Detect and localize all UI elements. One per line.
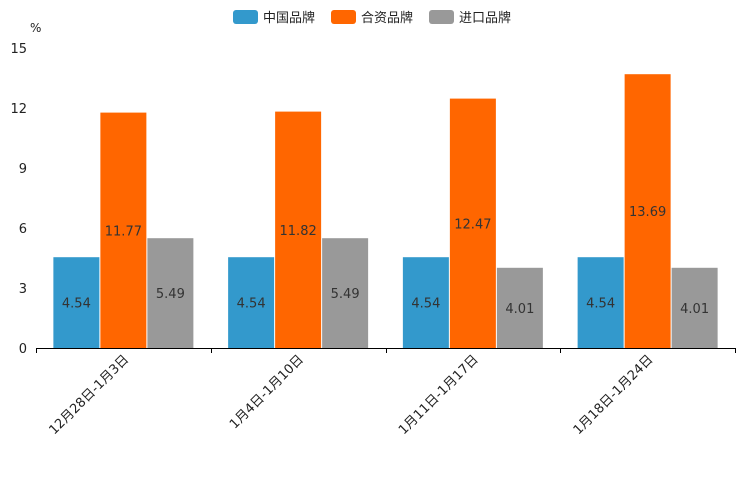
- chart-legend: 中国品牌 合资品牌 进口品牌: [0, 7, 744, 26]
- bar-series0-cat2: [402, 257, 449, 348]
- y-tick-label-2: 6: [19, 222, 27, 237]
- data-label-series1-cat2: 12.47: [454, 217, 491, 232]
- y-tick-label-3: 9: [19, 162, 27, 177]
- data-label-series1-cat3: 13.69: [629, 205, 666, 220]
- bar-series0-cat3: [577, 257, 624, 348]
- x-tick-label-2: 1月11日-1月17日: [396, 352, 482, 438]
- legend-label-imported-brand: 进口品牌: [459, 11, 512, 26]
- data-label-series2-cat2: 4.01: [505, 302, 534, 317]
- legend-swatch-china-brand: [232, 9, 258, 24]
- bar-series1-cat1: [275, 111, 322, 348]
- bar-series1-cat3: [624, 74, 671, 348]
- bar-series2-cat1: [322, 238, 369, 348]
- x-tick-label-0: 12月28日-1月3日: [46, 352, 132, 438]
- y-axis-unit: %: [30, 21, 42, 35]
- data-label-series2-cat3: 4.01: [680, 302, 709, 317]
- data-label-series2-cat1: 5.49: [331, 287, 360, 302]
- data-label-series0-cat2: 4.54: [411, 297, 440, 312]
- legend-swatch-joint-venture-brand: [330, 9, 356, 24]
- x-tick-label-3: 1月18日-1月24日: [571, 352, 657, 438]
- y-tick-label-1: 3: [19, 282, 27, 297]
- bar-series0-cat1: [228, 257, 275, 348]
- data-label-series0-cat1: 4.54: [237, 297, 266, 312]
- y-tick-label-0: 0: [19, 342, 27, 357]
- bar-series1-cat0: [100, 112, 147, 348]
- data-label-series0-cat3: 4.54: [586, 297, 615, 312]
- bar-series1-cat2: [449, 98, 496, 348]
- legend-swatch-imported-brand: [429, 9, 454, 24]
- y-tick-label-5: 15: [10, 42, 27, 57]
- legend-item-joint-venture-brand[interactable]: 合资品牌: [330, 7, 413, 26]
- x-tick-label-1: 1月4日-1月10日: [227, 352, 307, 432]
- bar-series0-cat0: [53, 257, 100, 348]
- legend-label-china-brand: 中国品牌: [262, 11, 315, 26]
- y-tick-label-4: 12: [10, 102, 27, 117]
- bar-series2-cat2: [496, 267, 543, 348]
- bar-series2-cat3: [671, 267, 718, 348]
- data-label-series1-cat1: 11.82: [280, 224, 317, 239]
- legend-item-imported-brand[interactable]: 进口品牌: [429, 7, 511, 26]
- legend-label-joint-venture-brand: 合资品牌: [360, 11, 413, 26]
- data-label-series0-cat0: 4.54: [62, 297, 91, 312]
- legend-item-china-brand[interactable]: 中国品牌: [232, 7, 315, 26]
- bar-series2-cat0: [147, 238, 194, 348]
- data-label-series2-cat0: 5.49: [156, 287, 185, 302]
- data-label-series1-cat0: 11.77: [105, 224, 142, 239]
